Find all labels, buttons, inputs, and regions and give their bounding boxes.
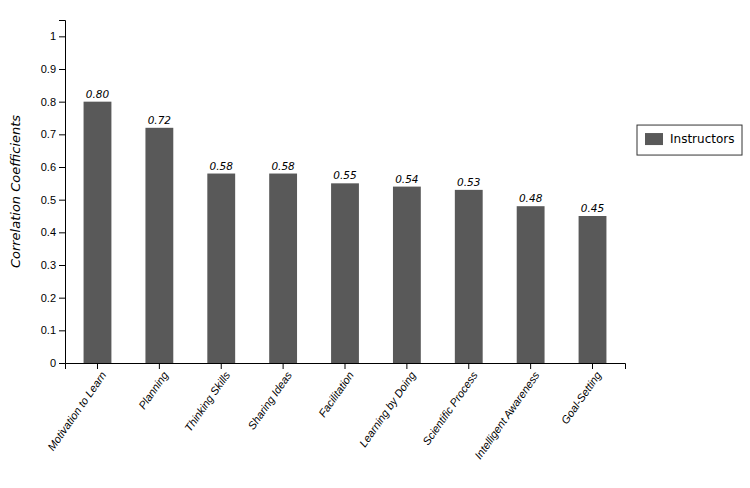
y-tick: 0 — [50, 357, 65, 369]
bar — [84, 102, 112, 363]
x-axis: Motivation to Learn Planning Thinking Skil… — [45, 363, 626, 461]
data-label: 0.55 — [333, 169, 357, 181]
bar — [579, 216, 607, 363]
legend-item: Instructors — [645, 132, 734, 146]
x-tick: Motivation to Learn — [45, 363, 108, 453]
x-tick: Thinking Skills — [182, 363, 232, 434]
bar — [331, 183, 359, 363]
x-tick: Planning — [136, 363, 171, 411]
bar — [145, 128, 173, 363]
y-tick-label: 0.2 — [41, 292, 56, 304]
y-tick-mark — [59, 102, 65, 103]
x-tick-mark — [345, 363, 346, 369]
bar — [455, 190, 483, 363]
x-tick-mark — [530, 363, 531, 369]
y-tick-mark — [59, 69, 65, 70]
x-tick-mark — [468, 363, 469, 369]
x-tick-mark — [221, 363, 222, 369]
data-labels: 0.80 0.72 0.58 0.58 0.55 0.54 0.53 0.48 0.45 — [86, 88, 605, 214]
x-tick: Sharing Ideas — [245, 363, 294, 432]
x-tick: Facilitation — [316, 363, 356, 419]
data-label: 0.58 — [210, 160, 234, 172]
data-label: 0.80 — [86, 88, 110, 100]
x-tick-mark — [159, 363, 160, 369]
legend-label: Instructors — [670, 132, 734, 146]
y-tick-label: 0.7 — [41, 128, 56, 140]
legend: Instructors — [637, 125, 742, 155]
data-label: 0.58 — [271, 160, 295, 172]
y-tick: 0.8 — [41, 96, 65, 108]
x-tick: Scientific Process — [420, 363, 480, 447]
y-tick: 0.2 — [41, 292, 65, 304]
x-tick-mark — [592, 363, 593, 369]
x-tick-label: Scientific Process — [420, 369, 480, 447]
x-axis-line — [66, 364, 626, 370]
y-tick-mark — [59, 298, 65, 299]
x-tick: Goal-Setting — [559, 363, 604, 426]
x-tick-label: Sharing Ideas — [245, 369, 294, 432]
plot: 0 0.1 0.2 0.3 0.4 0.5 0.6 0.7 0.8 0.9 1 Motivation … — [8, 21, 742, 462]
bar — [269, 174, 297, 363]
y-tick-mark — [59, 363, 65, 364]
x-tick-label: Thinking Skills — [182, 369, 232, 434]
y-tick-mark — [59, 167, 65, 168]
legend-frame — [637, 125, 742, 155]
y-tick-label: 0.1 — [41, 324, 56, 336]
y-tick: 0.7 — [41, 128, 65, 140]
x-tick-label: Facilitation — [316, 369, 356, 419]
y-tick-label: 0.3 — [41, 259, 56, 271]
y-tick-label: 1 — [50, 30, 56, 42]
y-tick-label: 0.9 — [41, 63, 56, 75]
y-axis: 0 0.1 0.2 0.3 0.4 0.5 0.6 0.7 0.8 0.9 1 — [41, 21, 66, 370]
y-tick-mark — [59, 330, 65, 331]
x-tick-label: Intelligent Awareness — [472, 369, 542, 461]
y-tick-label: 0.4 — [41, 226, 56, 238]
chart: 0 0.1 0.2 0.3 0.4 0.5 0.6 0.7 0.8 0.9 1 Motivation … — [0, 0, 750, 488]
y-tick: 0.6 — [41, 161, 65, 173]
x-tick-mark — [283, 363, 284, 369]
data-label: 0.72 — [148, 114, 172, 126]
y-tick-mark — [59, 134, 65, 135]
data-label: 0.54 — [395, 173, 418, 185]
data-label: 0.53 — [457, 176, 480, 188]
bars — [84, 102, 607, 363]
y-tick-label: 0.6 — [41, 161, 56, 173]
bar — [207, 174, 235, 363]
x-tick-label: Learning by Doing — [357, 368, 419, 449]
x-tick-mark — [406, 363, 407, 369]
y-tick-mark — [59, 232, 65, 233]
y-tick: 0.1 — [41, 324, 65, 336]
y-tick-label: 0.8 — [41, 96, 56, 108]
y-tick-mark — [59, 36, 65, 37]
data-label: 0.48 — [519, 192, 543, 204]
x-tick-mark — [97, 363, 98, 369]
data-label: 0.45 — [581, 202, 605, 214]
y-axis-title: Correlation Coefficients — [8, 115, 23, 268]
y-tick: 0.5 — [41, 194, 65, 206]
x-tick-label: Goal-Setting — [559, 368, 604, 426]
bar — [517, 206, 545, 363]
x-tick: Intelligent Awareness — [472, 363, 542, 461]
y-axis-line — [59, 21, 66, 364]
legend-swatch — [645, 133, 663, 145]
y-tick: 0.3 — [41, 259, 65, 271]
y-tick-mark — [59, 265, 65, 266]
y-tick-label: 0 — [50, 357, 56, 369]
y-tick: 0.9 — [41, 63, 65, 75]
y-tick-label: 0.5 — [41, 194, 56, 206]
x-tick-label: Motivation to Learn — [45, 369, 108, 453]
y-tick: 1 — [50, 30, 65, 42]
x-tick: Learning by Doing — [357, 363, 419, 449]
bar — [393, 187, 421, 363]
y-tick-mark — [59, 200, 65, 201]
x-tick-label: Planning — [136, 368, 171, 411]
y-tick: 0.4 — [41, 226, 65, 238]
